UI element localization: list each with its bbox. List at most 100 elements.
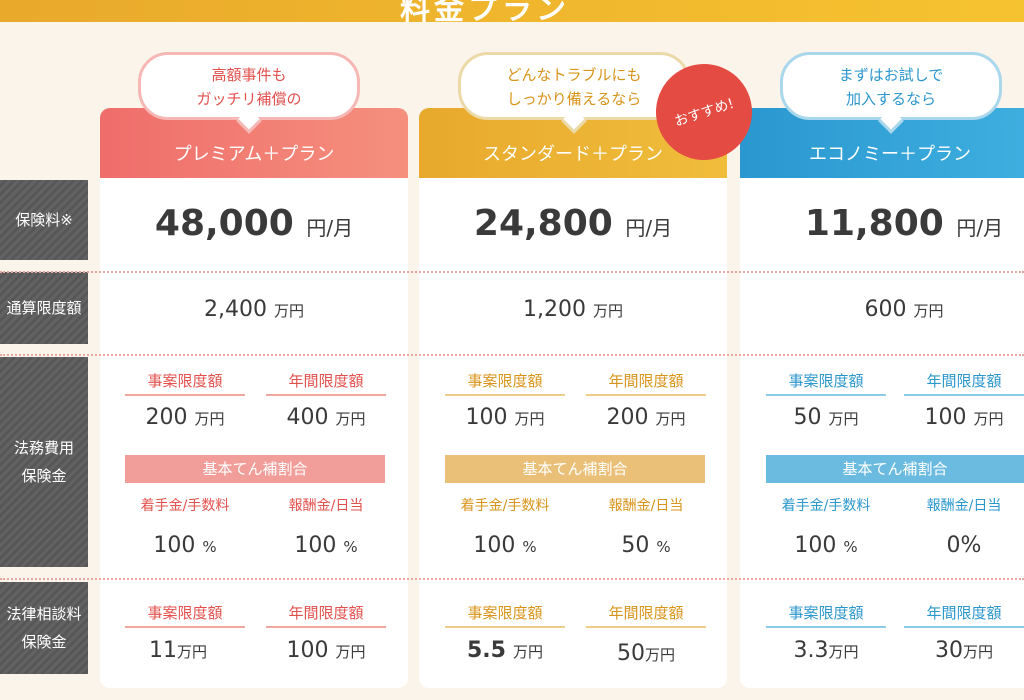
row-label-consult-line1: 法律相談料 [6, 605, 82, 623]
price-premium: 48,000 円/月 [100, 203, 408, 244]
unit-man-yen: 万円 [644, 646, 675, 664]
bubble-economy-line1: まずはお試しで [838, 66, 944, 84]
plan-card-premium: プレミアム＋プラン [100, 108, 408, 688]
legal-annual-value-standard: 200 万円 [586, 405, 706, 430]
retainer-label: 着手金/手数料 [460, 498, 550, 514]
reward-value-economy: 0% [904, 533, 1024, 558]
total-limit-premium: 2,400 万円 [100, 297, 408, 322]
total-value: 1,200 [523, 297, 586, 322]
unit-percent: % [656, 538, 671, 556]
basic-ratio-band-standard: 基本てん補割合 [445, 455, 705, 483]
consult-case-number: 3.3 [793, 638, 829, 663]
divider [0, 271, 1024, 273]
bubble-standard: どんなトラブルにも しっかり備えるなら [458, 52, 690, 134]
reward-number: 50 [621, 533, 650, 558]
unit-man-yen: 万円 [828, 643, 859, 661]
legal-case-value-standard: 100 万円 [445, 405, 565, 430]
total-limit-economy: 600 万円 [750, 297, 1024, 322]
bubble-standard-line2: しっかり備えるなら [506, 90, 642, 108]
unit-man-yen: 万円 [335, 643, 366, 661]
total-value: 2,400 [204, 297, 267, 322]
consult-annual-label: 年間限度額 [586, 602, 706, 628]
reward-value-premium: 100 % [266, 533, 386, 558]
row-label-legal-line2: 保険金 [21, 467, 67, 485]
retainer-value-economy: 100 % [766, 533, 886, 558]
plan-name-standard: スタンダード＋プラン [483, 144, 663, 165]
unit-man-yen: 万円 [973, 410, 1004, 428]
legal-annual-number: 400 [286, 405, 329, 430]
bubble-premium-line2: ガッチリ補償の [196, 90, 302, 108]
consult-case-number: 5.5 [467, 638, 506, 663]
reward-label: 報酬金/日当 [288, 498, 364, 514]
total-limit-standard: 1,200 万円 [419, 297, 727, 322]
consult-annual-number: 100 [286, 638, 329, 663]
consult-case-value-standard: 5.5 万円 [445, 638, 565, 663]
retainer-number: 100 [794, 533, 837, 558]
legal-case-label: 事案限度額 [445, 370, 565, 396]
consult-annual-number: 50 [616, 641, 645, 666]
row-label-limit-text: 通算限度額 [6, 299, 82, 317]
price-standard: 24,800 円/月 [419, 203, 727, 244]
unit-percent: % [343, 538, 358, 556]
consult-annual-label: 年間限度額 [904, 602, 1024, 628]
unit-man-yen: 万円 [828, 410, 859, 428]
legal-case-value-economy: 50 万円 [766, 405, 886, 430]
consult-case-value-economy: 3.3万円 [766, 638, 886, 663]
legal-case-label: 事案限度額 [125, 370, 245, 396]
legal-annual-value-premium: 400 万円 [266, 405, 386, 430]
plan-card-economy: エコノミー＋プラン [740, 108, 1024, 688]
plan-name-premium: プレミアム＋プラン [173, 144, 335, 165]
row-label-premium: 保険料※ [0, 180, 88, 260]
retainer-label: 着手金/手数料 [781, 498, 871, 514]
legal-case-number: 200 [145, 405, 188, 430]
price-unit: 円/月 [306, 216, 354, 240]
legal-case-number: 50 [793, 405, 822, 430]
total-unit: 万円 [913, 302, 944, 320]
consult-annual-value-economy: 30万円 [904, 638, 1024, 663]
legal-annual-label: 年間限度額 [586, 370, 706, 396]
unit-man-yen: 万円 [962, 643, 993, 661]
plan-card-standard: スタンダード＋プラン [419, 108, 727, 688]
divider [0, 354, 1024, 356]
row-label-consult: 法律相談料 保険金 [0, 582, 88, 674]
legal-annual-value-economy: 100 万円 [904, 405, 1024, 430]
unit-man-yen: 万円 [512, 643, 543, 661]
header-band: 料金プラン [0, 0, 1024, 27]
unit-man-yen: 万円 [514, 410, 545, 428]
bubble-economy: まずはお試しで 加入するなら [780, 52, 1002, 134]
row-label-limit: 通算限度額 [0, 272, 88, 344]
retainer-number: 100 [473, 533, 516, 558]
row-label-legal: 法務費用 保険金 [0, 357, 88, 567]
unit-percent: % [202, 538, 217, 556]
legal-case-number: 100 [465, 405, 508, 430]
legal-annual-number: 200 [606, 405, 649, 430]
retainer-label: 着手金/手数料 [140, 498, 230, 514]
consult-annual-value-standard: 50万円 [586, 641, 706, 666]
unit-man-yen: 万円 [335, 410, 366, 428]
consult-case-label: 事案限度額 [445, 602, 565, 628]
price-value: 11,800 [804, 203, 944, 244]
legal-case-value-premium: 200 万円 [125, 405, 245, 430]
plan-name-economy: エコノミー＋プラン [809, 144, 971, 165]
reward-label: 報酬金/日当 [926, 498, 1002, 514]
legal-annual-number: 100 [924, 405, 967, 430]
bubble-standard-line1: どんなトラブルにも [506, 66, 642, 84]
retainer-value-standard: 100 % [445, 533, 565, 558]
consult-case-number: 11 [148, 638, 177, 663]
bubble-premium: 高額事件も ガッチリ補償の [138, 52, 360, 134]
unit-man-yen: 万円 [176, 643, 207, 661]
consult-case-label: 事案限度額 [766, 602, 886, 628]
row-label-consult-line2: 保険金 [21, 633, 67, 651]
price-economy: 11,800 円/月 [750, 203, 1024, 244]
price-value: 24,800 [473, 203, 613, 244]
price-unit: 円/月 [625, 216, 673, 240]
price-value: 48,000 [154, 203, 294, 244]
plan-header-economy: エコノミー＋プラン [740, 108, 1024, 178]
consult-annual-value-premium: 100 万円 [266, 638, 386, 663]
total-value: 600 [864, 297, 907, 322]
retainer-number: 100 [153, 533, 196, 558]
consult-case-label: 事案限度額 [125, 602, 245, 628]
unit-percent: % [843, 538, 858, 556]
row-label-premium-text: 保険料※ [15, 211, 73, 229]
unit-percent: % [960, 533, 982, 558]
